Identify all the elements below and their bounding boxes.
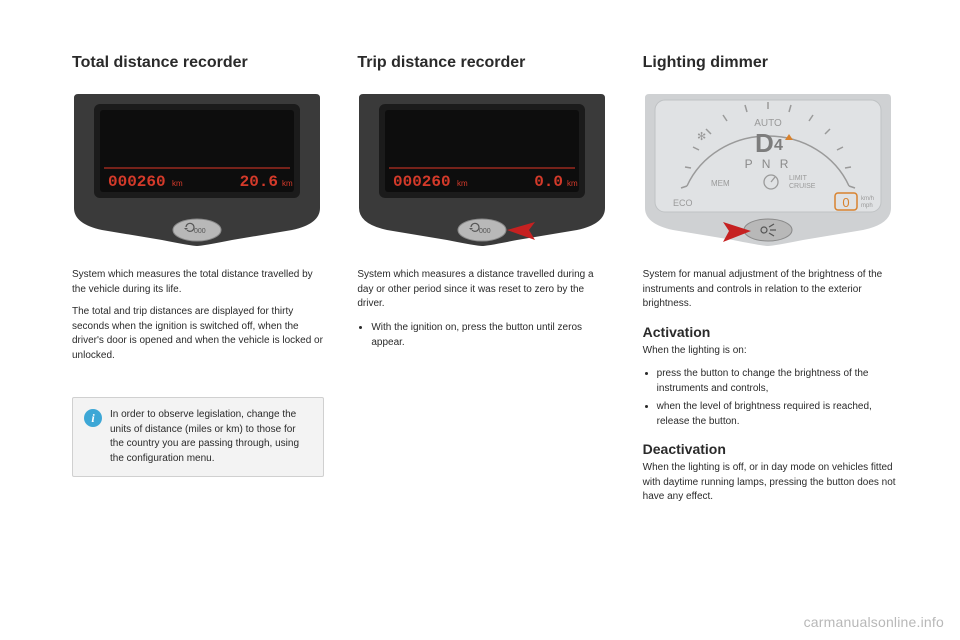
activation-b1: press the button to change the brightnes… bbox=[657, 366, 896, 396]
reset-button-label: 000 bbox=[194, 228, 206, 235]
col-total-distance: Total distance recorder 000260 km 20.6 k… bbox=[72, 54, 325, 513]
odometer-svg: 000260 km 20.6 km 000 bbox=[72, 90, 322, 250]
cruise-label: CRUISE bbox=[789, 183, 816, 190]
figure-cluster: ✻ AUTO D 4 P N R MEM L bbox=[643, 90, 893, 250]
selector-pnr: P N R bbox=[744, 157, 791, 171]
total-para2: The total and trip distances are display… bbox=[72, 305, 325, 363]
info-text: In order to observe legislation, change … bbox=[110, 408, 312, 466]
columns: Total distance recorder 000260 km 20.6 k… bbox=[72, 54, 896, 513]
info-callout: i In order to observe legislation, chang… bbox=[72, 397, 324, 477]
deactivation-heading: Deactivation bbox=[643, 441, 896, 457]
reset-button-label-2: 000 bbox=[479, 228, 491, 235]
figure-trip-distance: 000260 km 0.0 km 000 bbox=[357, 90, 607, 250]
manual-page: Total distance recorder 000260 km 20.6 k… bbox=[0, 0, 960, 640]
odometer-svg-2: 000260 km 0.0 km 000 bbox=[357, 90, 607, 250]
activation-b2: when the level of brightness required is… bbox=[657, 399, 896, 429]
deactivation-text: When the lighting is off, or in day mode… bbox=[643, 461, 896, 505]
mem-label: MEM bbox=[711, 179, 730, 188]
trip-value: 20.6 bbox=[240, 173, 278, 191]
watermark: carmanualsonline.info bbox=[804, 614, 944, 630]
trip-bullets: With the ignition on, press the button u… bbox=[357, 320, 610, 350]
activation-heading: Activation bbox=[643, 324, 896, 340]
total-value-2: 000260 bbox=[393, 173, 451, 191]
trip-value-2: 0.0 bbox=[535, 173, 564, 191]
title-trip-distance: Trip distance recorder bbox=[357, 54, 610, 72]
total-para1: System which measures the total distance… bbox=[72, 268, 325, 297]
trip-unit-2: km bbox=[567, 179, 578, 188]
col-lighting-dimmer: Lighting dimmer bbox=[643, 54, 896, 513]
trip-bullet-1: With the ignition on, press the button u… bbox=[371, 320, 610, 350]
speed-value: 0 bbox=[842, 195, 849, 210]
trip-unit: km bbox=[282, 179, 293, 188]
total-unit-2: km bbox=[457, 179, 468, 188]
total-unit: km bbox=[172, 179, 183, 188]
title-total-distance: Total distance recorder bbox=[72, 54, 325, 72]
speed-unit-bottom: mph bbox=[861, 203, 873, 209]
eco-label: ECO bbox=[673, 198, 693, 208]
activation-bullets: press the button to change the brightnes… bbox=[643, 366, 896, 429]
col-trip-distance: Trip distance recorder 000260 km 0.0 km … bbox=[357, 54, 610, 513]
total-value: 000260 bbox=[108, 173, 166, 191]
speed-unit-top: km/h bbox=[861, 196, 874, 202]
gear-number: 4 bbox=[774, 137, 783, 154]
trip-para1: System which measures a distance travell… bbox=[357, 268, 610, 312]
dimmer-para1: System for manual adjustment of the brig… bbox=[643, 268, 896, 312]
title-lighting-dimmer: Lighting dimmer bbox=[643, 54, 896, 72]
activation-intro: When the lighting is on: bbox=[643, 344, 896, 359]
info-icon: i bbox=[84, 409, 102, 427]
figure-total-distance: 000260 km 20.6 km 000 bbox=[72, 90, 322, 250]
snowflake-icon: ✻ bbox=[697, 131, 706, 143]
gear-letter: D bbox=[755, 128, 774, 158]
cluster-svg: ✻ AUTO D 4 P N R MEM L bbox=[643, 90, 893, 250]
limit-label: LIMIT bbox=[789, 175, 808, 182]
